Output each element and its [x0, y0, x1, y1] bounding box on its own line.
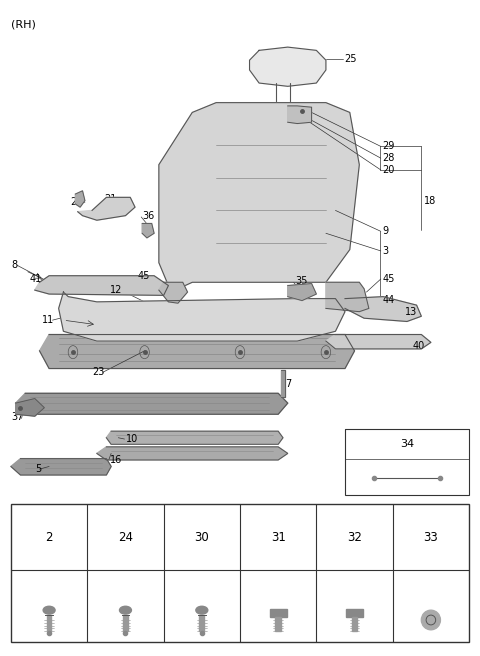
Polygon shape	[288, 283, 316, 300]
Text: 7: 7	[285, 379, 291, 388]
Polygon shape	[39, 335, 355, 369]
Polygon shape	[59, 292, 345, 341]
Text: 41: 41	[30, 274, 42, 284]
Ellipse shape	[421, 610, 441, 630]
Text: 9: 9	[382, 226, 388, 236]
Text: 36: 36	[142, 211, 155, 220]
Bar	[276, 617, 281, 631]
Text: 45: 45	[382, 274, 395, 284]
Bar	[345, 429, 469, 459]
Text: 27: 27	[71, 197, 83, 207]
Polygon shape	[288, 106, 312, 123]
Bar	[346, 609, 363, 617]
Polygon shape	[159, 282, 188, 303]
Bar	[47, 615, 51, 631]
Text: 20: 20	[382, 165, 395, 175]
Bar	[123, 615, 128, 631]
Text: 30: 30	[194, 531, 209, 544]
Text: 11: 11	[42, 315, 54, 325]
Polygon shape	[326, 282, 369, 312]
Polygon shape	[78, 197, 135, 220]
Polygon shape	[250, 47, 326, 87]
Polygon shape	[142, 224, 154, 238]
Text: 45: 45	[137, 271, 150, 281]
Text: 10: 10	[126, 434, 139, 444]
Text: 25: 25	[344, 54, 357, 64]
Text: 29: 29	[382, 142, 395, 152]
Bar	[199, 615, 204, 631]
Polygon shape	[159, 102, 360, 289]
Ellipse shape	[43, 606, 55, 614]
Text: 12: 12	[110, 285, 122, 295]
Text: (RH): (RH)	[11, 19, 36, 30]
Text: 16: 16	[110, 455, 122, 465]
Text: 18: 18	[424, 195, 436, 205]
Text: 31: 31	[271, 531, 286, 544]
Text: 23: 23	[92, 367, 105, 377]
Polygon shape	[16, 399, 44, 416]
Text: 28: 28	[382, 153, 395, 163]
Polygon shape	[345, 297, 421, 321]
Text: 5: 5	[35, 464, 41, 474]
Text: 21: 21	[104, 194, 116, 204]
Polygon shape	[75, 191, 85, 207]
Text: 33: 33	[423, 531, 438, 544]
Text: 24: 24	[118, 531, 133, 544]
Text: 13: 13	[405, 306, 417, 317]
Bar	[345, 429, 469, 495]
Text: 37: 37	[11, 412, 24, 422]
Text: 2: 2	[46, 531, 53, 544]
Text: 32: 32	[347, 531, 362, 544]
Ellipse shape	[120, 606, 132, 614]
Text: 3: 3	[382, 246, 388, 256]
Polygon shape	[281, 371, 285, 397]
Text: 40: 40	[413, 340, 425, 351]
Polygon shape	[16, 394, 288, 414]
Polygon shape	[326, 335, 431, 349]
Polygon shape	[11, 459, 111, 475]
Bar	[352, 617, 358, 631]
Bar	[11, 504, 469, 642]
Polygon shape	[97, 447, 288, 460]
Polygon shape	[35, 276, 168, 295]
Polygon shape	[107, 431, 283, 444]
Text: 35: 35	[295, 276, 307, 286]
Bar	[270, 609, 287, 617]
Text: 34: 34	[400, 439, 414, 449]
Text: 44: 44	[382, 295, 395, 305]
Ellipse shape	[196, 606, 208, 614]
Text: 8: 8	[11, 260, 17, 270]
